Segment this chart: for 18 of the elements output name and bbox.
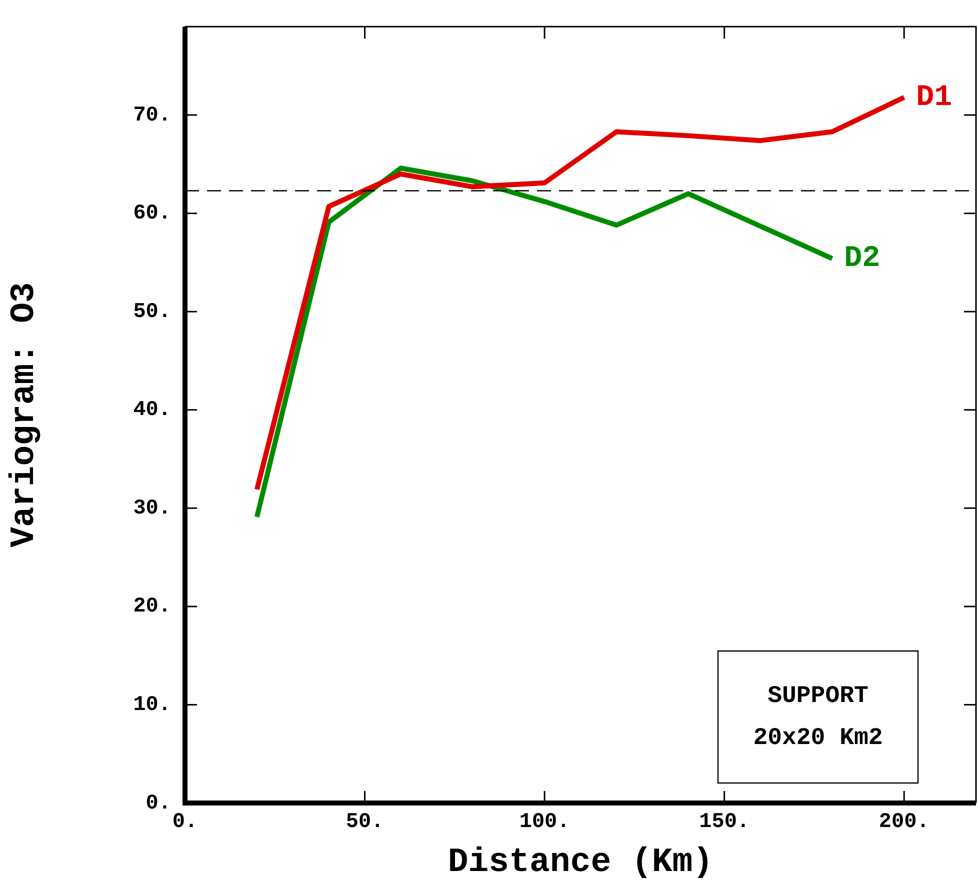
x-tick-label: 50.	[346, 810, 384, 834]
y-tick-label: 50.	[133, 300, 171, 324]
y-tick-label: 70.	[133, 104, 171, 128]
y-tick-label: 0.	[146, 792, 171, 816]
y-tick-label: 40.	[133, 399, 171, 422]
series-label: D2	[844, 242, 880, 276]
x-axis-title: Distance (Km)	[448, 844, 714, 882]
series-label: D1	[916, 80, 952, 115]
y-tick-label: 30.	[133, 497, 171, 520]
x-tick-label: 150.	[699, 810, 750, 834]
y-axis-title: Variogram: O3	[6, 282, 44, 548]
y-tick-label: 60.	[133, 202, 171, 226]
annotation: SUPPORT 20x20 Km2	[753, 683, 883, 752]
x-tick-label: 200.	[878, 810, 930, 834]
y-tick-label: 10.	[133, 694, 171, 718]
x-tick-label: 100.	[519, 810, 570, 834]
y-tick-label: 20.	[133, 596, 171, 619]
x-tick-label: 0.	[172, 810, 198, 834]
